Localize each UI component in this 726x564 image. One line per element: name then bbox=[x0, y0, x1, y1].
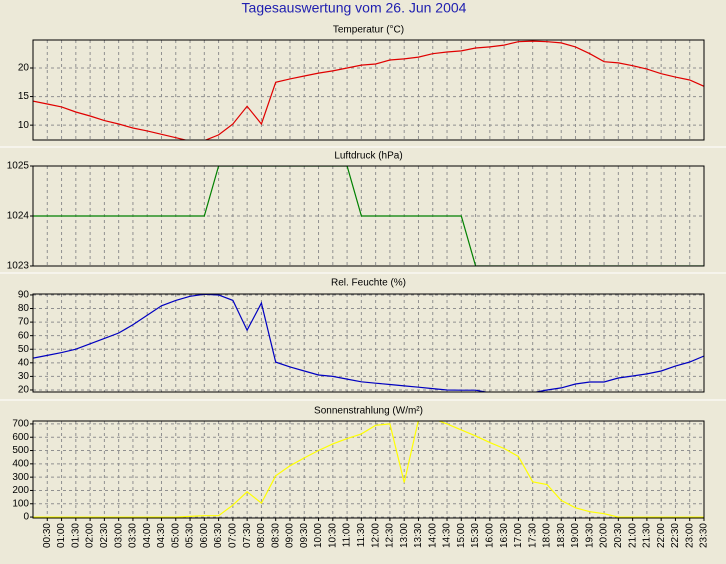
x-tick-label: 10:00 bbox=[313, 523, 324, 548]
y-tick-label: 80 bbox=[18, 303, 30, 314]
x-tick-label: 12:00 bbox=[370, 523, 381, 548]
x-tick-label: 09:00 bbox=[285, 523, 296, 548]
x-tick-label: 02:30 bbox=[99, 523, 110, 548]
x-tick-label: 09:30 bbox=[299, 523, 310, 548]
x-tick-label: 04:00 bbox=[142, 523, 153, 548]
plot-area bbox=[33, 166, 704, 266]
data-line bbox=[33, 166, 704, 266]
x-tick-label: 22:00 bbox=[656, 523, 667, 548]
x-tick-label: 21:00 bbox=[627, 523, 638, 548]
data-line bbox=[33, 40, 704, 140]
x-tick-label: 05:30 bbox=[185, 523, 196, 548]
x-tick-label: 11:00 bbox=[342, 523, 353, 548]
y-tick-label: 1025 bbox=[7, 161, 30, 172]
x-tick-label: 16:30 bbox=[499, 523, 510, 548]
x-tick-label: 10:30 bbox=[327, 523, 338, 548]
plot-frame bbox=[32, 293, 705, 393]
x-tick-label: 03:30 bbox=[128, 523, 139, 548]
x-tick-label: 04:30 bbox=[156, 523, 167, 548]
x-tick-label: 06:30 bbox=[213, 523, 224, 548]
x-tick-label: 15:00 bbox=[456, 523, 467, 548]
y-tick-label: 20 bbox=[18, 385, 30, 396]
plot-frame bbox=[32, 165, 705, 267]
panel-title: Sonnenstrahlung (W/m²) bbox=[314, 406, 423, 417]
x-tick-label: 12:30 bbox=[385, 523, 396, 548]
x-tick-label: 07:00 bbox=[228, 523, 239, 548]
x-tick-label: 01:30 bbox=[70, 523, 81, 548]
x-tick-label: 13:30 bbox=[413, 523, 424, 548]
y-tick-label: 20 bbox=[18, 63, 30, 74]
y-tick-label: 50 bbox=[18, 344, 30, 355]
y-tick-label: 400 bbox=[12, 458, 29, 469]
plot-area bbox=[33, 294, 704, 392]
x-tick-label: 19:00 bbox=[570, 523, 581, 548]
x-tick-label: 08:00 bbox=[256, 523, 267, 548]
y-tick-label: 700 bbox=[12, 419, 29, 430]
x-tick-label: 20:00 bbox=[599, 523, 610, 548]
plot-frame bbox=[32, 39, 705, 141]
x-tick-label: 07:30 bbox=[242, 523, 253, 548]
x-tick-label: 03:00 bbox=[113, 523, 124, 548]
y-tick-label: 60 bbox=[18, 330, 30, 341]
y-tick-label: 500 bbox=[12, 445, 29, 456]
x-tick-label: 17:00 bbox=[513, 523, 524, 548]
y-tick-label: 30 bbox=[18, 371, 30, 382]
y-tick-label: 70 bbox=[18, 317, 30, 328]
x-tick-label: 22:30 bbox=[670, 523, 681, 548]
x-tick-label: 17:30 bbox=[527, 523, 538, 548]
x-tick-label: 20:30 bbox=[613, 523, 624, 548]
x-tick-label: 23:00 bbox=[684, 523, 695, 548]
x-tick-label: 19:30 bbox=[584, 523, 595, 548]
x-tick-label: 15:30 bbox=[470, 523, 481, 548]
plot-area bbox=[33, 421, 704, 518]
x-tick-label: 14:30 bbox=[442, 523, 453, 548]
y-tick-label: 90 bbox=[18, 290, 30, 301]
x-tick-label: 11:30 bbox=[356, 523, 367, 548]
x-tick-label: 00:30 bbox=[42, 523, 53, 548]
x-tick-label: 18:00 bbox=[542, 523, 553, 548]
y-tick-label: 300 bbox=[12, 472, 29, 483]
y-tick-label: 0 bbox=[23, 512, 29, 523]
x-tick-label: 01:00 bbox=[56, 523, 67, 548]
x-tick-label: 06:00 bbox=[199, 523, 210, 548]
x-tick-label: 21:30 bbox=[642, 523, 653, 548]
x-tick-label: 05:00 bbox=[170, 523, 181, 548]
y-tick-label: 200 bbox=[12, 485, 29, 496]
x-tick-label: 23:30 bbox=[699, 523, 710, 548]
y-tick-label: 40 bbox=[18, 357, 30, 368]
panel-title: Temperatur (°C) bbox=[333, 25, 404, 36]
y-tick-label: 600 bbox=[12, 432, 29, 443]
data-line bbox=[33, 294, 704, 392]
x-tick-label: 13:00 bbox=[399, 523, 410, 548]
y-tick-label: 1024 bbox=[7, 211, 30, 222]
data-line bbox=[33, 421, 704, 518]
y-tick-label: 15 bbox=[18, 91, 30, 102]
panel-title: Luftdruck (hPa) bbox=[334, 151, 402, 162]
panel-title: Rel. Feuchte (%) bbox=[331, 278, 406, 289]
x-tick-label: 02:00 bbox=[85, 523, 96, 548]
page-title: Tagesauswertung vom 26. Jun 2004 bbox=[242, 0, 467, 16]
x-tick-label: 16:00 bbox=[484, 523, 495, 548]
y-tick-label: 10 bbox=[18, 120, 30, 131]
x-tick-label: 18:30 bbox=[556, 523, 567, 548]
plot-frame bbox=[32, 420, 705, 519]
y-tick-label: 1023 bbox=[7, 261, 30, 272]
x-tick-label: 08:30 bbox=[270, 523, 281, 548]
plot-area bbox=[33, 40, 704, 140]
y-tick-label: 100 bbox=[12, 498, 29, 509]
x-tick-label: 14:00 bbox=[427, 523, 438, 548]
